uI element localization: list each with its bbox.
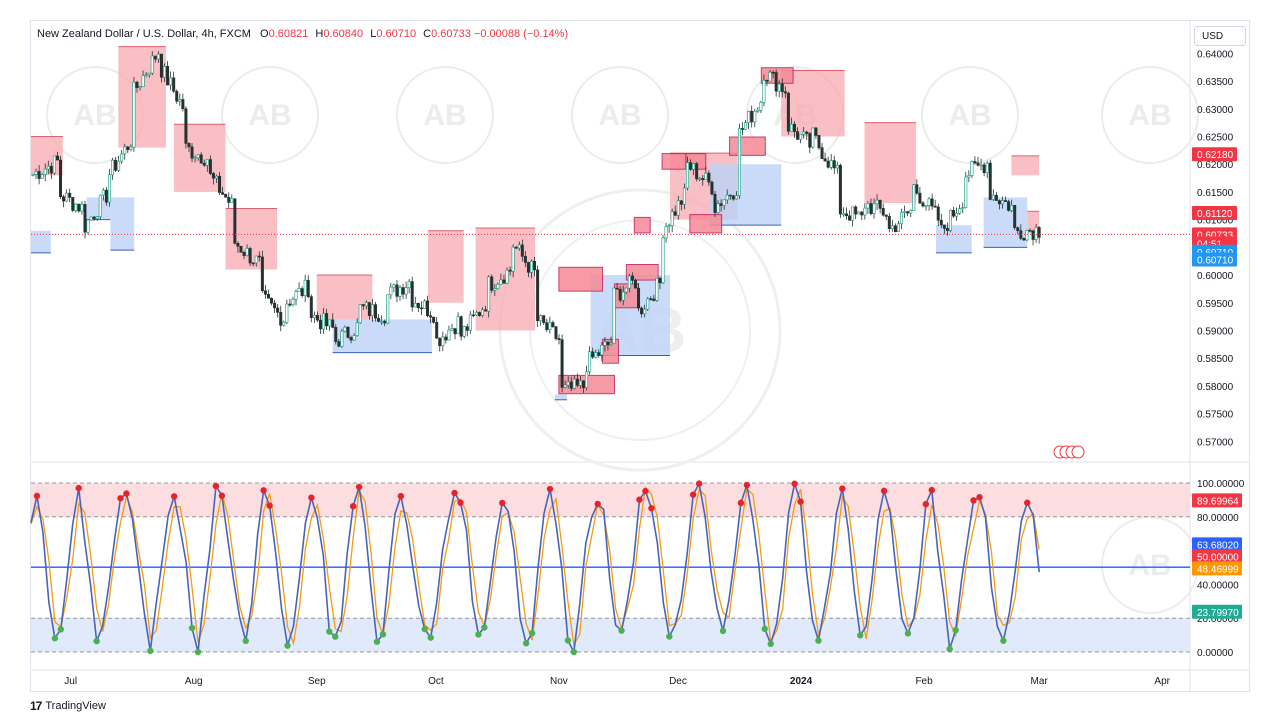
open-label: O [260,28,269,40]
low-label: L [370,28,377,40]
open-value: 0.60821 [268,28,309,40]
currency-button[interactable]: USD [1194,26,1246,46]
tradingview-icon: 17 [30,699,42,713]
tradingview-logo[interactable]: 17 TradingView [30,699,106,713]
symbol-title: New Zealand Dollar / U.S. Dollar, 4h, FX… [37,28,251,40]
high-value: 0.60840 [323,28,364,40]
close-label: C [423,28,432,40]
change-value: −0.00088 (−0.14%) [473,28,569,40]
close-value: 0.60733 [431,28,471,40]
tradingview-brand: TradingView [45,700,106,712]
high-label: H [315,28,324,40]
symbol-header: New Zealand Dollar / U.S. Dollar, 4h, FX… [37,28,568,40]
chart-frame [30,20,1250,692]
low-value: 0.60710 [376,28,417,40]
